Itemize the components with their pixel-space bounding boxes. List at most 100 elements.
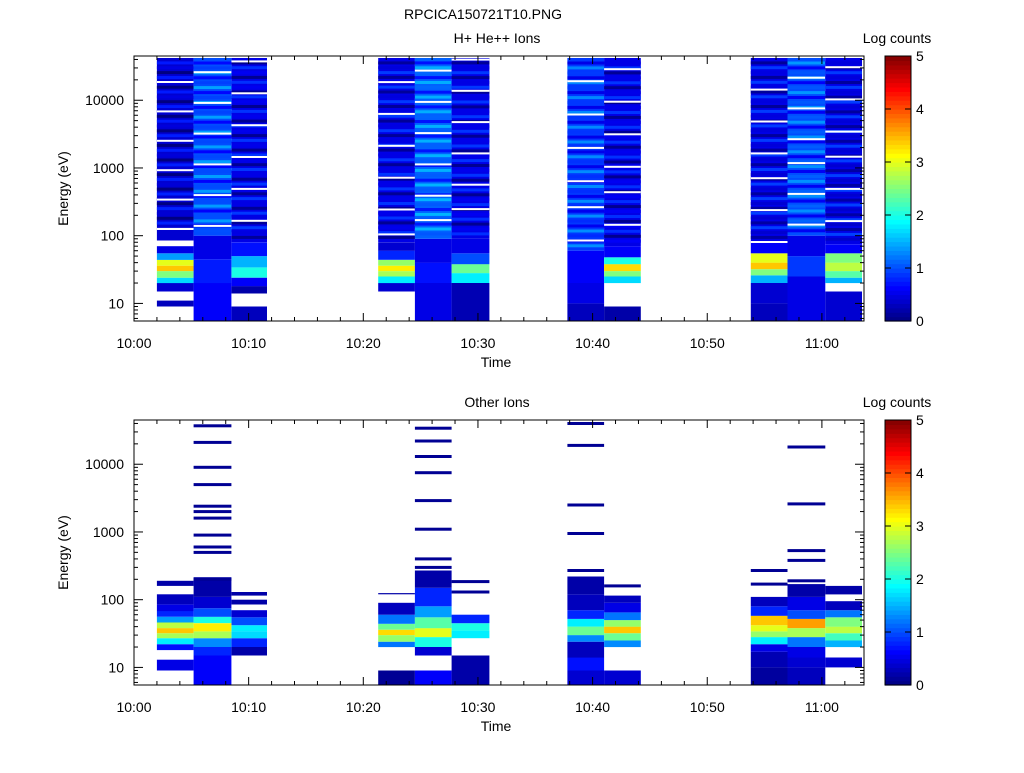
colorbar-swatch xyxy=(885,109,911,115)
heatmap-cell xyxy=(378,182,415,186)
heatmap-cell xyxy=(378,192,415,196)
heatmap-cell xyxy=(451,134,490,138)
heatmap-cell xyxy=(193,623,232,632)
colorbar-swatch xyxy=(885,157,911,163)
heatmap-cell xyxy=(825,203,862,207)
heatmap-cell xyxy=(825,110,862,114)
heatmap-cell xyxy=(414,647,452,656)
heatmap-cell xyxy=(787,120,826,124)
count-line xyxy=(193,424,232,428)
x-tick-label: 10:50 xyxy=(690,335,725,351)
count-line xyxy=(414,426,452,430)
heatmap-cell xyxy=(787,276,826,321)
heatmap-cell xyxy=(414,606,452,618)
heatmap-cell xyxy=(787,256,826,277)
heatmap-cell xyxy=(414,198,452,202)
heatmap-cell xyxy=(825,277,862,284)
colorbar-swatch xyxy=(885,556,911,562)
page-title: RPCICA150721T10.PNG xyxy=(404,6,562,22)
count-line xyxy=(750,569,788,572)
heatmap-cell xyxy=(378,105,415,108)
colorbar-swatch xyxy=(885,605,911,611)
data-gap xyxy=(787,76,826,79)
colorbar-swatch xyxy=(885,95,911,101)
colorbar-swatch xyxy=(885,680,911,686)
heatmap-cell xyxy=(231,119,267,123)
data-gap xyxy=(231,156,267,158)
heatmap-cell xyxy=(787,91,826,95)
data-gap xyxy=(156,139,194,142)
heatmap-cell xyxy=(378,641,415,648)
heatmap-cell xyxy=(567,115,605,119)
heatmap-cell xyxy=(604,670,641,685)
heatmap-cell xyxy=(156,300,194,307)
colorbar-swatch xyxy=(885,596,911,602)
heatmap-cell xyxy=(193,125,232,129)
heatmap-cell xyxy=(787,71,826,75)
heatmap-cell xyxy=(156,134,194,138)
heatmap-cell xyxy=(231,242,267,257)
heatmap-cell xyxy=(604,200,641,204)
colorbar-swatch xyxy=(885,428,911,434)
heatmap-cell xyxy=(378,177,415,181)
count-line xyxy=(414,455,452,458)
heatmap-cell xyxy=(231,153,267,157)
heatmap-cell xyxy=(750,85,788,89)
heatmap-cell xyxy=(787,145,826,149)
heatmap-cell xyxy=(567,618,605,627)
heatmap-cell xyxy=(156,177,194,181)
heatmap-cell xyxy=(750,231,788,235)
heatmap-cell xyxy=(567,91,605,95)
heatmap-cell xyxy=(378,283,415,292)
colorbar-frame xyxy=(884,55,912,322)
data-gap xyxy=(378,81,415,84)
heatmap-cell xyxy=(193,235,232,260)
data-gap xyxy=(156,110,194,113)
heatmap-cell xyxy=(378,134,415,138)
heatmap-cell xyxy=(414,227,452,231)
heatmap-cell xyxy=(604,61,641,65)
colorbar-swatch xyxy=(885,73,911,79)
heatmap-cell xyxy=(378,124,415,128)
heatmap-cell xyxy=(567,86,605,90)
heatmap-cell xyxy=(231,647,267,656)
heatmap-cell xyxy=(825,601,862,611)
heatmap-cell xyxy=(156,580,194,586)
heatmap-cell xyxy=(451,95,490,99)
colorbar-swatch xyxy=(885,170,911,176)
count-line xyxy=(787,558,826,562)
colorbar-swatch xyxy=(885,201,911,207)
heatmap-cell xyxy=(787,637,826,647)
heatmap-cell xyxy=(156,114,194,118)
data-gap xyxy=(193,132,232,135)
heatmap-cell xyxy=(378,211,415,215)
heatmap-cell xyxy=(156,163,194,167)
heatmap-cell xyxy=(193,189,232,193)
x-tick-label: 10:30 xyxy=(460,699,495,715)
colorbar-swatch xyxy=(885,219,911,225)
heatmap-cell xyxy=(414,208,452,211)
x-tick-label: 11:00 xyxy=(805,699,839,715)
heatmap-cell xyxy=(378,114,415,118)
colorbar-swatch xyxy=(885,148,911,154)
heatmap-cell xyxy=(787,657,826,668)
data-gap xyxy=(231,92,267,95)
data-gap xyxy=(567,80,605,83)
heatmap-cell xyxy=(156,90,194,94)
x-tick-label: 10:40 xyxy=(575,335,610,351)
heatmap-cell xyxy=(825,626,862,634)
heatmap-cell xyxy=(825,100,862,104)
colorbar-swatch xyxy=(885,144,911,150)
heatmap-cell xyxy=(825,228,862,231)
heatmap-cell xyxy=(787,610,826,619)
heatmap-cell xyxy=(451,212,490,216)
count-line xyxy=(193,510,232,514)
heatmap-cell xyxy=(156,253,194,260)
heatmap-cell xyxy=(231,617,267,626)
heatmap-cell xyxy=(787,224,826,228)
colorbar-swatch xyxy=(885,82,911,88)
heatmap-cell xyxy=(414,66,452,70)
heatmap-cell xyxy=(750,124,788,128)
y-axis-label: Energy (eV) xyxy=(55,151,71,226)
heatmap-cell xyxy=(825,76,862,80)
